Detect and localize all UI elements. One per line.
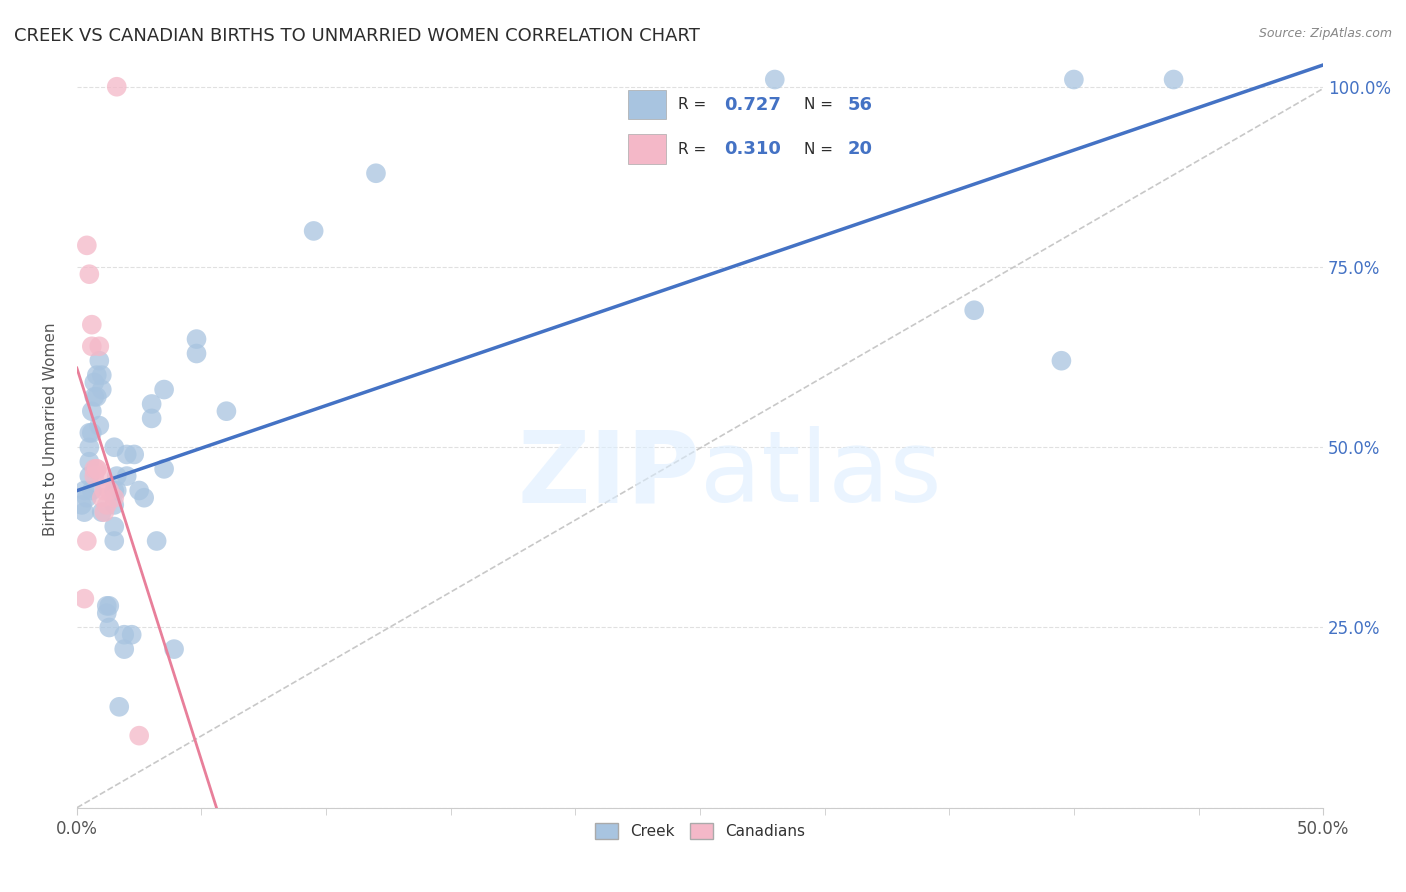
- Point: [112, 642, 135, 657]
- Point: [103, 498, 125, 512]
- Point: [73, 591, 96, 606]
- Point: [153, 462, 176, 476]
- Point: [103, 519, 125, 533]
- Point: [83, 462, 105, 476]
- Point: [76, 533, 98, 548]
- Point: [79, 469, 101, 483]
- Point: [1163, 72, 1185, 87]
- Point: [89, 339, 111, 353]
- Point: [96, 498, 118, 512]
- Point: [96, 606, 118, 620]
- Point: [86, 462, 108, 476]
- Point: [98, 483, 121, 498]
- Point: [90, 491, 112, 505]
- Point: [86, 390, 108, 404]
- Point: [73, 505, 96, 519]
- Text: ZIP: ZIP: [517, 426, 700, 523]
- Point: [115, 469, 138, 483]
- Point: [141, 397, 163, 411]
- Text: atlas: atlas: [700, 426, 942, 523]
- Text: CREEK VS CANADIAN BIRTHS TO UNMARRIED WOMEN CORRELATION CHART: CREEK VS CANADIAN BIRTHS TO UNMARRIED WO…: [14, 27, 700, 45]
- Point: [122, 447, 145, 461]
- Point: [90, 368, 112, 383]
- Point: [93, 505, 115, 519]
- Point: [70, 498, 93, 512]
- Point: [79, 425, 101, 440]
- Point: [79, 267, 101, 281]
- Point: [80, 404, 103, 418]
- Point: [76, 491, 98, 505]
- Text: Source: ZipAtlas.com: Source: ZipAtlas.com: [1258, 27, 1392, 40]
- Point: [98, 599, 121, 613]
- Point: [115, 447, 138, 461]
- Point: [215, 404, 238, 418]
- Point: [103, 483, 125, 498]
- Point: [80, 339, 103, 353]
- Point: [1063, 72, 1085, 87]
- Point: [90, 383, 112, 397]
- Point: [1050, 353, 1073, 368]
- Point: [96, 599, 118, 613]
- Point: [108, 699, 131, 714]
- Point: [73, 483, 96, 498]
- Point: [89, 353, 111, 368]
- Point: [128, 483, 150, 498]
- Point: [80, 425, 103, 440]
- Point: [83, 469, 105, 483]
- Point: [153, 383, 176, 397]
- Point: [90, 505, 112, 519]
- Point: [79, 440, 101, 454]
- Point: [80, 318, 103, 332]
- Point: [79, 455, 101, 469]
- Point: [128, 729, 150, 743]
- Point: [83, 390, 105, 404]
- Point: [80, 483, 103, 498]
- Point: [90, 469, 112, 483]
- Point: [76, 238, 98, 252]
- Y-axis label: Births to Unmarried Women: Births to Unmarried Women: [44, 323, 58, 536]
- Point: [364, 166, 387, 180]
- Point: [98, 620, 121, 634]
- Point: [103, 491, 125, 505]
- Point: [86, 462, 108, 476]
- Point: [89, 418, 111, 433]
- Point: [105, 469, 128, 483]
- Point: [186, 332, 208, 346]
- Point: [105, 79, 128, 94]
- Point: [105, 483, 128, 498]
- Point: [141, 411, 163, 425]
- Legend: Creek, Canadians: Creek, Canadians: [589, 817, 811, 846]
- Point: [134, 491, 156, 505]
- Point: [163, 642, 186, 657]
- Point: [145, 533, 167, 548]
- Point: [963, 303, 986, 318]
- Point: [121, 628, 143, 642]
- Point: [103, 440, 125, 454]
- Point: [86, 368, 108, 383]
- Point: [302, 224, 325, 238]
- Point: [83, 376, 105, 390]
- Point: [112, 628, 135, 642]
- Point: [93, 483, 115, 498]
- Point: [103, 533, 125, 548]
- Point: [186, 346, 208, 360]
- Point: [763, 72, 786, 87]
